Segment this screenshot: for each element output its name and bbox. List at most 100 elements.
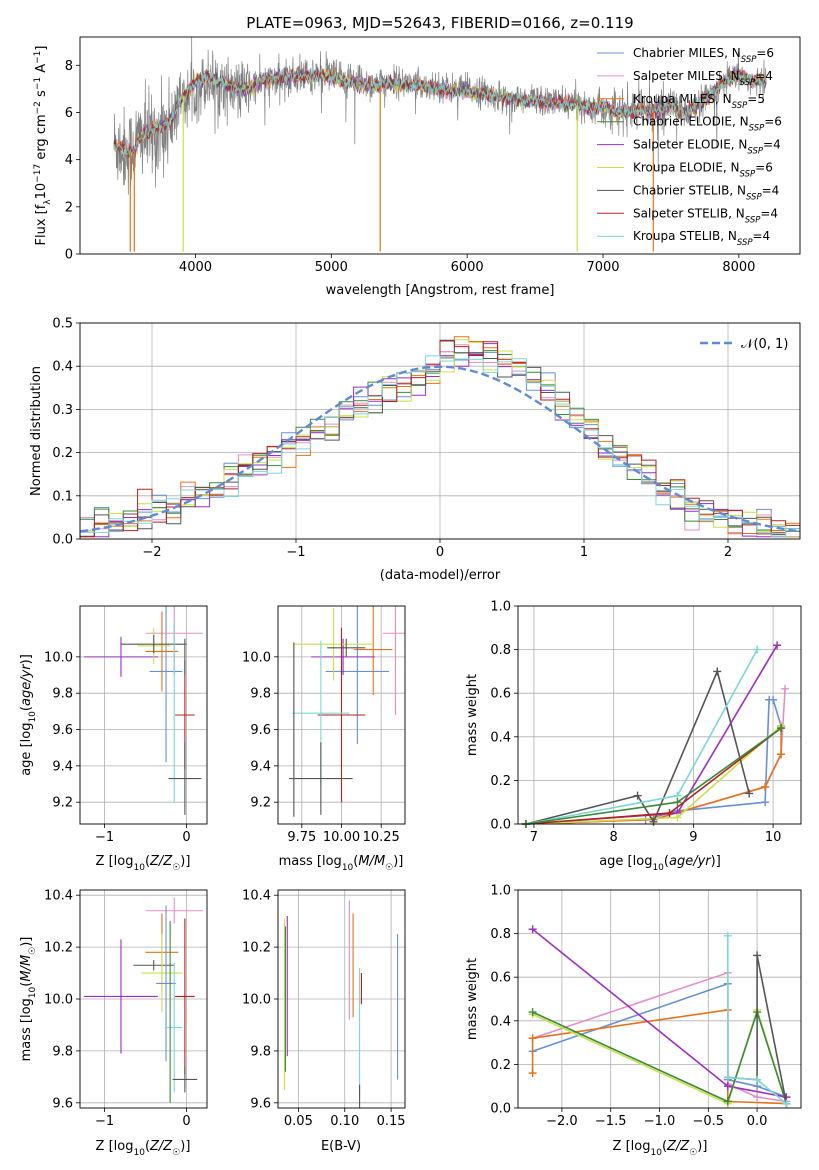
label-part: mass [log [279,854,342,869]
weight_age-plot [521,641,790,828]
x-axis-label: E(B-V) [321,1139,361,1154]
label-part: Z [log [613,1139,651,1154]
label-part: −17 [33,164,43,183]
x-tick-label: −2.0 [546,1114,578,1129]
legend-text: Salpeter ELODIE, N [633,138,747,152]
y-tick-label: 9.8 [250,1044,271,1059]
weight_Z-axes [514,889,801,1112]
y-tick-label: 10.2 [242,941,271,956]
y-tick-label: 0.6 [490,687,511,702]
y-tick-label: 0.2 [490,774,511,789]
legend-text: Chabrier ELODIE, N [633,115,749,129]
weight-marker [769,695,778,704]
legend-sub: SSP [732,101,748,111]
spectrum-axes [76,64,740,258]
x-axis-label: age [log10(age/yr)] [599,854,721,873]
legend-sub: SSP [741,55,757,65]
weight-marker [528,1008,537,1017]
weight-line [525,644,778,825]
weight-line [525,727,782,825]
label-part: 10 [28,986,38,998]
y-tick-label: 9.8 [52,687,73,702]
label-part: ( [19,706,34,711]
legend-entry: 𝒩(0, 1) [741,337,788,352]
y-tick-label: 10.2 [44,941,73,956]
weight-marker [753,1075,762,1084]
label-part: )] [180,1139,190,1154]
x-tick-label: 0.05 [284,1114,313,1129]
label-part: ☉ [172,1148,180,1158]
x-tick-label: 7000 [586,260,619,275]
legend-sub: SSP [737,238,753,248]
legend-sub: SSP [746,192,762,202]
axes-frame [277,889,406,1109]
label-part: age/yr [669,854,712,869]
x-axis-label: (data-model)/error [380,568,501,583]
y-tick-label: 9.8 [52,1044,73,1059]
legend-sub: SSP [740,170,756,180]
y-axis-label: mass weight [465,674,480,756]
weight-marker [777,750,786,759]
age_Z-axes [76,606,207,828]
label-part: Z [log [96,854,134,869]
legend-entry: Chabrier MILES, NSSP=6 [633,46,774,65]
x-tick-label: 4000 [179,260,212,275]
legend-sub: SSP [745,215,761,225]
x-tick-label: 10 [765,830,782,845]
weight-line [525,727,782,825]
mass_Z-plot [84,897,203,1103]
legend-text: =4 [762,183,780,197]
label-part: ( [145,854,150,869]
y-tick-label: 9.8 [250,687,271,702]
x-tick-label: 0.0 [747,1114,768,1129]
label-part: 10 [34,183,49,200]
weight-marker [777,724,786,733]
weight-marker [633,791,642,800]
mass_EBV-plot [283,900,399,1108]
y-tick-label: 9.2 [250,796,271,811]
y-axis-label: Normed distribution [29,366,44,496]
x-tick-label: 2 [724,545,732,560]
spectrum-frame [79,36,801,255]
weight-line [532,1009,788,1104]
weight-marker [745,789,754,798]
weight-marker [773,641,782,650]
y-tick-label: 8 [65,59,73,74]
y-tick-label: 0.8 [490,643,511,658]
label-part: )] [19,937,34,947]
label-part: M/M [358,854,385,869]
weight-marker [761,782,770,791]
weight-marker [781,684,790,693]
y-tick-label: 10.0 [242,993,271,1008]
x-tick-label: 8 [610,830,618,845]
legend-text: =4 [753,229,771,243]
legend-entry: Chabrier STELIB, NSSP=4 [633,183,779,202]
weight-marker [528,1034,537,1043]
x-axis-label: wavelength [Angstrom, rest frame] [326,283,555,298]
weight_Z-plot [528,925,791,1108]
legend-entry: Kroupa MILES, NSSP=5 [633,92,765,111]
x-axis-label: Z [log10(Z/Z☉)] [96,854,191,873]
label-part: )] [711,854,721,869]
axes-frame [517,889,802,1109]
weight-marker [753,1093,762,1102]
legend-sub: SSP [749,124,765,134]
label-part: 10 [650,1148,662,1158]
legend-text: Kroupa ELODIE, N [633,161,740,175]
axes-frame [517,605,802,825]
x-axis-label: Z [log10(Z/Z☉)] [613,1139,708,1158]
weight-marker [665,809,674,818]
label-part: −1 [33,51,43,64]
weight-marker [761,798,770,807]
weight-line [525,725,782,825]
label-part: ☉ [689,1148,697,1158]
x-tick-label: −1 [95,1114,114,1129]
label-part: age [log [599,854,652,869]
x-tick-label: 5000 [315,260,348,275]
y-tick-label: 10.0 [44,993,73,1008]
legend-text: =6 [764,115,782,129]
x-tick-label: 9.75 [287,830,316,845]
label-part: ( [664,854,669,869]
weight-marker [753,951,762,960]
